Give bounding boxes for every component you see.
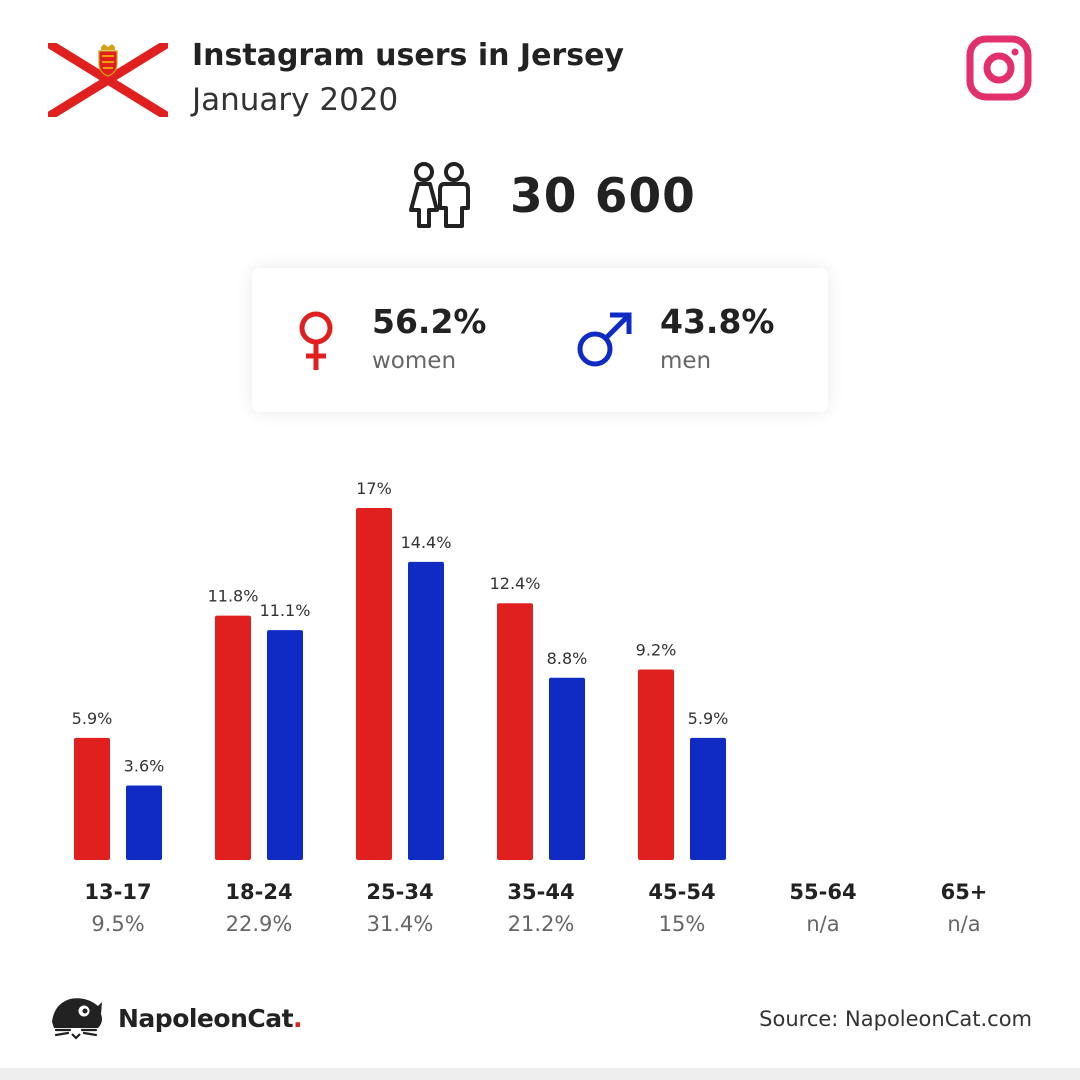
page-title: Instagram users in Jersey <box>192 38 624 73</box>
bar-women-35-44 <box>497 603 533 860</box>
age-group-label-45-54: 45-54 <box>648 880 715 904</box>
men-label: men <box>660 348 712 374</box>
bottom-strip <box>0 1068 1080 1080</box>
bar-label-women-18-24: 11.8% <box>208 587 259 606</box>
bar-men-25-34 <box>408 561 444 860</box>
age-group-share-18-24: 22.9% <box>226 912 293 936</box>
bar-men-13-17 <box>126 785 162 860</box>
age-group-share-25-34: 31.4% <box>367 912 434 936</box>
bar-label-men-18-24: 11.1% <box>260 601 311 620</box>
age-group-label-18-24: 18-24 <box>225 880 292 904</box>
brand-dot: . <box>293 1004 303 1033</box>
age-group-share-13-17: 9.5% <box>91 912 144 936</box>
male-symbol-icon <box>577 312 632 367</box>
bar-label-women-35-44: 12.4% <box>490 574 541 593</box>
bar-label-men-13-17: 3.6% <box>124 756 165 775</box>
age-group-label-55-64: 55-64 <box>789 880 856 904</box>
brand-name-text: NapoleonCat <box>118 1004 294 1033</box>
bar-men-45-54 <box>690 737 726 860</box>
bar-men-18-24 <box>267 630 303 860</box>
bar-women-13-17 <box>74 737 110 860</box>
people-icon <box>409 162 470 228</box>
napoleoncat-logo-icon <box>52 998 102 1040</box>
bar-label-men-25-34: 14.4% <box>401 533 452 552</box>
women-label: women <box>372 348 457 374</box>
age-group-label-35-44: 35-44 <box>507 880 574 904</box>
gender-split-card: 56.2% women 43.8% men <box>252 268 828 412</box>
bar-women-45-54 <box>638 669 674 860</box>
page-subtitle: January 2020 <box>192 82 399 118</box>
age-group-share-55-64: n/a <box>806 912 839 936</box>
age-group-label-65+: 65+ <box>941 880 988 904</box>
age-group-share-35-44: 21.2% <box>508 912 575 936</box>
bar-men-35-44 <box>549 677 585 860</box>
source-text: Source: NapoleonCat.com <box>759 1007 1032 1031</box>
age-group-label-13-17: 13-17 <box>84 880 151 904</box>
instagram-icon <box>966 35 1032 101</box>
bar-label-women-45-54: 9.2% <box>636 641 677 660</box>
women-percentage: 56.2% <box>372 302 487 341</box>
bar-women-18-24 <box>215 615 251 860</box>
bar-label-men-35-44: 8.8% <box>547 649 588 668</box>
total-users: 30 600 <box>404 160 696 232</box>
men-percentage: 43.8% <box>660 302 775 341</box>
female-symbol-icon <box>299 311 333 370</box>
age-group-share-45-54: 15% <box>659 912 706 936</box>
age-gender-bar-chart: 5.9% 3.6% 13-17 9.5% 11.8%11.1% 18-24 22.9% 17%… <box>72 479 988 936</box>
bar-label-women-25-34: 17% <box>356 479 392 498</box>
bar-label-men-45-54: 5.9% <box>688 709 729 728</box>
total-users-value: 30 600 <box>510 168 696 224</box>
age-group-label-25-34: 25-34 <box>366 880 433 904</box>
age-group-share-65+: n/a <box>947 912 980 936</box>
brand-name: NapoleonCat. <box>118 1004 303 1033</box>
bar-women-25-34 <box>356 508 392 860</box>
bar-label-women-13-17: 5.9% <box>72 709 113 728</box>
jersey-flag-icon <box>48 43 168 117</box>
